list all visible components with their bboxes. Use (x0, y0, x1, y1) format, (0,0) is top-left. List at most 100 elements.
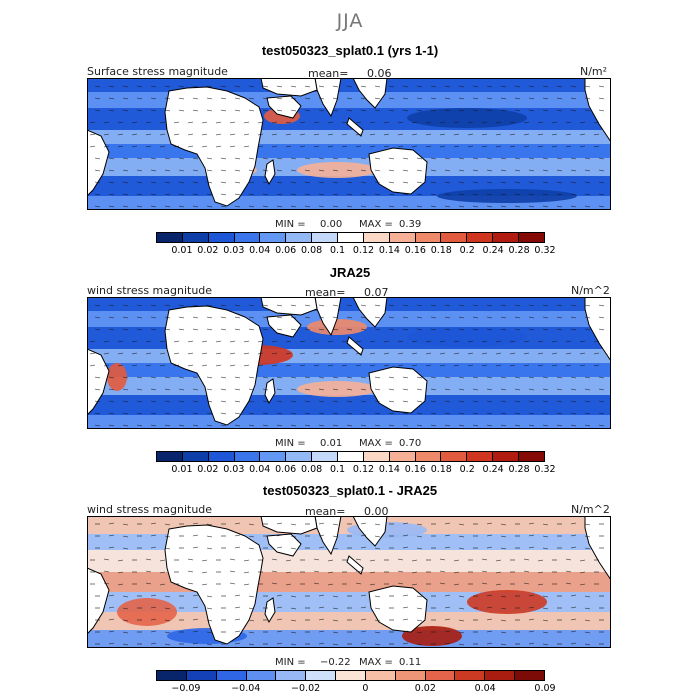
wind-arrow (472, 97, 479, 100)
wind-arrow (173, 364, 180, 367)
wind-arrow (593, 133, 600, 136)
wind-arrow (570, 522, 577, 525)
wind-arrow (262, 109, 269, 112)
wind-arrow (108, 618, 115, 621)
wind-arrow (453, 133, 460, 136)
wind-arrow (145, 558, 152, 561)
wind-arrow (383, 352, 390, 355)
wind-arrow (444, 316, 451, 319)
wind-arrow (537, 571, 544, 574)
wind-arrow (164, 85, 171, 88)
colorbar-tick-label: 0.28 (508, 245, 530, 256)
colorbar-swatch (234, 452, 261, 461)
colorbar-swatch (276, 671, 307, 680)
panel-3-title: test050323_splat0.1 - JRA25 (262, 483, 438, 498)
wind-arrow (150, 522, 157, 525)
wind-arrow (136, 157, 143, 160)
wind-arrow (136, 376, 143, 379)
wind-arrow (332, 169, 339, 172)
wind-arrow (220, 193, 227, 196)
wind-arrow (276, 316, 283, 319)
wind-arrow (542, 619, 549, 622)
wind-arrow (523, 352, 530, 355)
wind-arrow (430, 109, 437, 112)
wind-arrow (486, 534, 493, 537)
wind-arrow (495, 571, 502, 574)
wind-arrow (318, 424, 325, 427)
panel-2-variable-label: wind stress magnitude (87, 284, 213, 297)
wind-arrow (150, 304, 157, 307)
wind-arrow (304, 169, 311, 172)
colorbar-swatch (286, 452, 313, 461)
wind-arrow (229, 582, 236, 585)
wind-arrow (495, 340, 502, 343)
wind-arrow (94, 388, 101, 391)
wind-arrow (500, 85, 507, 88)
wind-arrow (458, 643, 465, 646)
panel-1-units: N/m² (580, 65, 608, 78)
wind-arrow (262, 400, 269, 403)
wind-arrow (472, 316, 479, 319)
wind-arrow (290, 607, 297, 610)
wind-arrow (271, 364, 278, 367)
panel-3-min-value: −0.22 (320, 657, 351, 668)
wind-arrow (444, 193, 451, 196)
wind-arrow (206, 376, 213, 379)
wind-arrow (360, 642, 367, 645)
colorbar-swatch (485, 671, 516, 680)
field-band (87, 415, 611, 429)
wind-arrow (234, 376, 241, 379)
colorbar-tick-label: 0.2 (459, 245, 475, 256)
wind-arrow (598, 412, 605, 415)
wind-arrow (248, 547, 255, 550)
wind-arrow (416, 424, 423, 427)
wind-arrow (458, 523, 465, 526)
wind-arrow (192, 85, 199, 88)
wind-arrow (402, 424, 409, 427)
wind-arrow (537, 340, 544, 343)
wind-arrow (271, 340, 278, 343)
panel-2-colorbar-ticks: 0.01 0.02 0.03 0.04 0.06 0.08 0.1 0.12 0.14 0.16 0… (156, 464, 555, 476)
wind-arrow (276, 606, 283, 609)
wind-arrow (327, 364, 334, 367)
colorbar-swatch (312, 452, 339, 461)
wind-arrow (94, 85, 101, 88)
wind-arrow (332, 181, 339, 184)
wind-arrow (584, 607, 591, 610)
wind-arrow (439, 364, 446, 367)
wind-arrow (220, 400, 227, 403)
panel-1-map-svg (87, 78, 611, 210)
wind-arrow (318, 522, 325, 525)
wind-arrow (416, 523, 423, 526)
wind-arrow (486, 642, 493, 645)
wind-arrow (229, 133, 236, 136)
wind-arrow (444, 618, 451, 621)
wind-arrow (257, 340, 264, 343)
colorbar-tick-label: 0.01 (171, 245, 193, 256)
wind-arrow (145, 570, 152, 573)
wind-arrow (584, 535, 591, 538)
wind-arrow (234, 606, 241, 609)
wind-arrow (584, 304, 591, 307)
wind-arrow (514, 328, 521, 331)
wind-arrow (332, 643, 339, 646)
wind-arrow (332, 607, 339, 610)
colorbar-tick-label: 0.24 (482, 245, 504, 256)
wind-arrow (122, 169, 129, 172)
wind-arrow (556, 109, 563, 112)
wind-arrow (206, 304, 213, 307)
wind-arrow (108, 205, 115, 208)
wind-arrow (257, 352, 264, 355)
wind-arrow (243, 145, 250, 148)
wind-arrow (318, 157, 325, 160)
wind-arrow (369, 559, 376, 562)
wind-arrow (444, 85, 451, 88)
wind-arrow (360, 412, 367, 415)
wind-arrow (402, 412, 409, 415)
wind-arrow (542, 631, 549, 634)
wind-arrow (206, 547, 213, 550)
se-asia-landmass (352, 297, 388, 328)
wind-arrow (248, 304, 255, 307)
colorbar-tick-label: 0.08 (301, 245, 323, 256)
wind-arrow (523, 145, 530, 148)
